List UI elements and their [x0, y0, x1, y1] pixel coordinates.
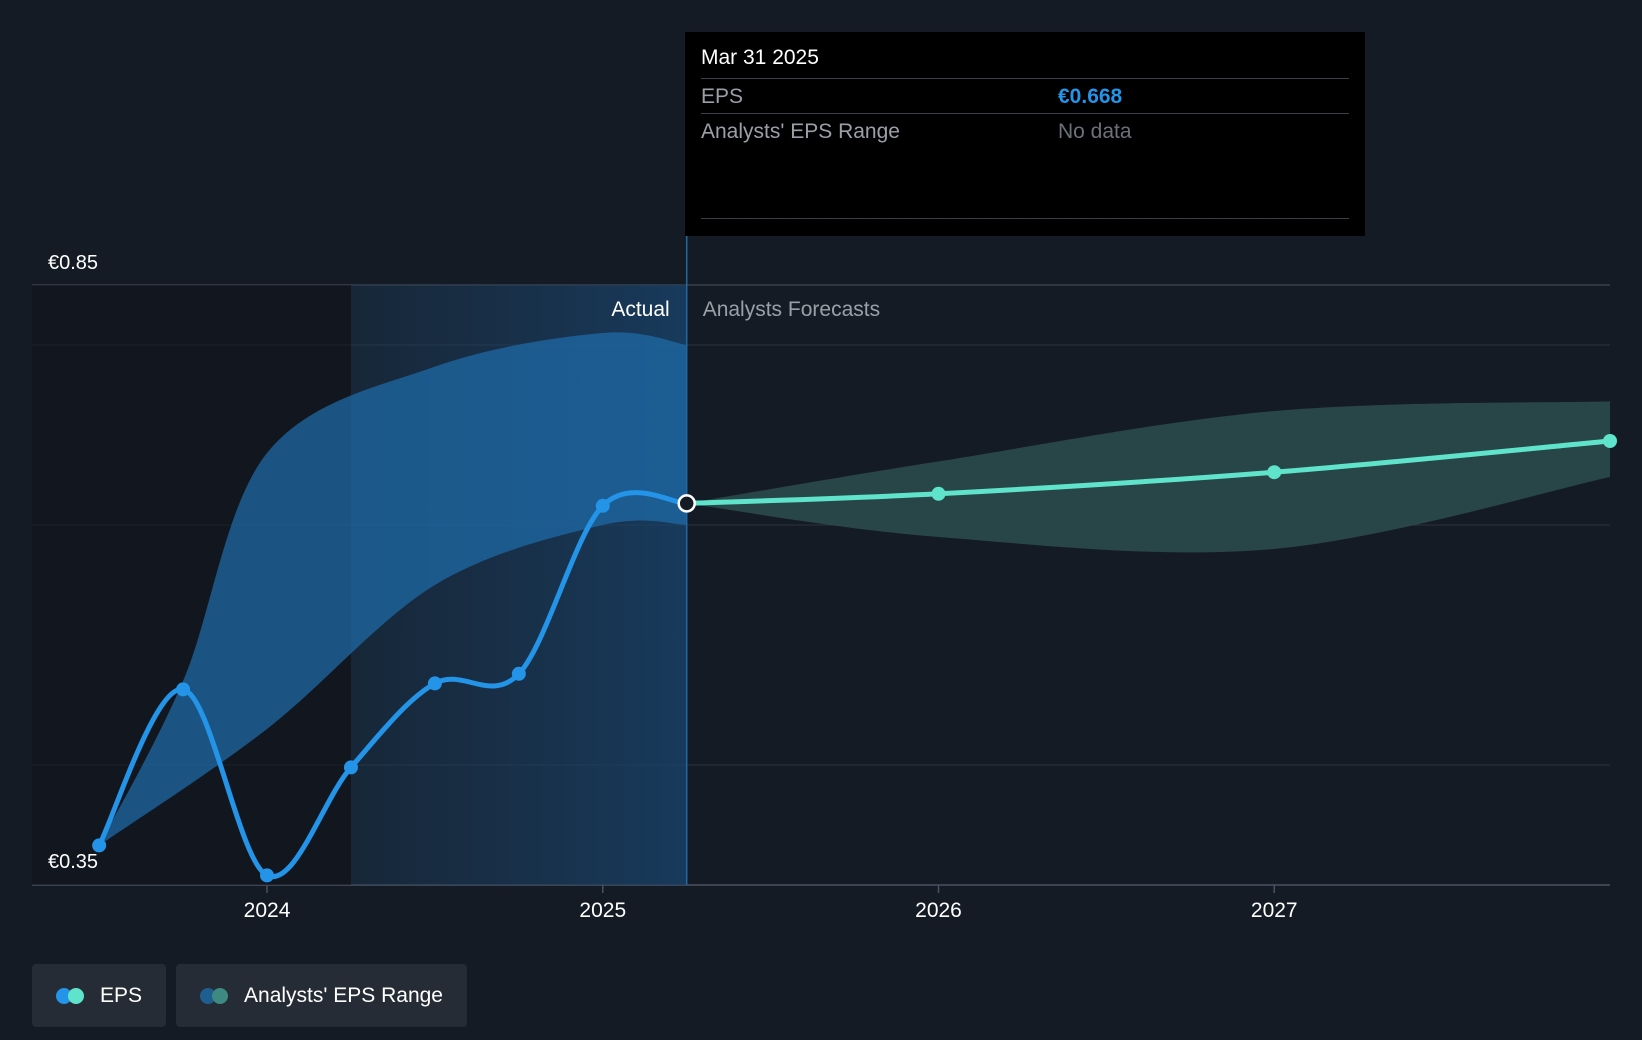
tooltip-range-row: Analysts' EPS Range No data — [701, 114, 1349, 148]
chart-legend: EPS Analysts' EPS Range — [32, 964, 467, 1027]
eps-actual-point — [511, 666, 526, 681]
tooltip-eps-row: EPS €0.668 — [701, 79, 1349, 114]
eps-actual-point — [427, 676, 442, 691]
x-tick-label: 2025 — [579, 899, 626, 922]
eps-actual-point — [343, 760, 358, 775]
tooltip-divider — [701, 218, 1349, 219]
eps-hover-point — [677, 494, 696, 513]
tooltip-range-label: Analysts' EPS Range — [701, 120, 900, 143]
legend-eps[interactable]: EPS — [32, 964, 167, 1027]
actual-label: Actual — [611, 298, 669, 321]
past-eps-range-area — [99, 332, 687, 846]
tooltip-eps-value: €0.668 — [1058, 85, 1123, 108]
x-tick-label: 2024 — [244, 899, 291, 922]
legend-range-label: Analysts' EPS Range — [244, 983, 443, 1007]
tooltip-eps-label: EPS — [701, 85, 744, 108]
eps-forecast-point — [931, 486, 946, 501]
x-tick-label: 2026 — [915, 899, 962, 922]
eps-actual-point — [176, 682, 191, 697]
hover-tooltip: Mar 31 2025 EPS €0.668 Analysts' EPS Ran… — [685, 32, 1365, 236]
tooltip-date: Mar 31 2025 — [701, 46, 1349, 79]
tooltip-range-value: No data — [1058, 120, 1132, 143]
forecast-eps-range-area — [686, 401, 1610, 553]
eps-actual-point — [595, 498, 610, 513]
eps-forecast-line — [684, 438, 1613, 506]
eps-forecast-point — [1267, 465, 1282, 480]
x-tick-label: 2027 — [1251, 899, 1298, 922]
eps-actual-point — [260, 868, 275, 883]
eps-legend-icon — [56, 987, 86, 1004]
forecast-label: Analysts Forecasts — [703, 298, 880, 321]
eps-actual-point — [92, 838, 107, 853]
range-legend-icon — [200, 987, 230, 1004]
legend-eps-label: EPS — [100, 983, 143, 1007]
legend-analysts-range[interactable]: Analysts' EPS Range — [176, 964, 467, 1027]
eps-forecast-point — [1603, 434, 1617, 448]
y-axis-top-label: €0.85 — [48, 252, 98, 274]
y-axis-bottom-label: €0.35 — [48, 851, 98, 873]
